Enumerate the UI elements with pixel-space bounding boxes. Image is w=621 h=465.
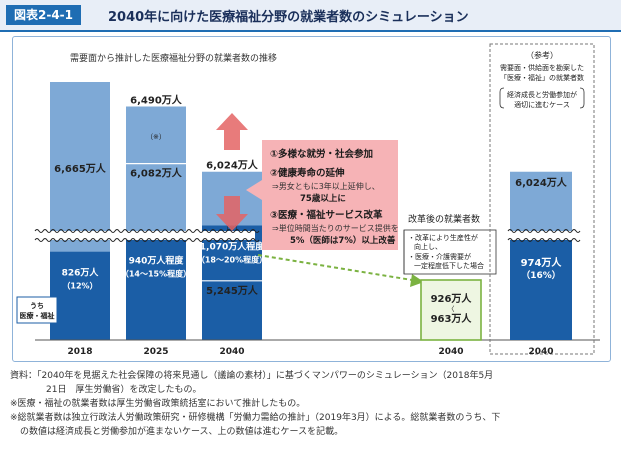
after-reform-note: ・医療・介護需要が	[408, 252, 471, 261]
bar-medical	[126, 239, 186, 340]
reference-bar-medical	[510, 235, 572, 340]
chart-subtitle: 需要面から推計した医療福祉分野の就業者数の推移	[70, 52, 277, 64]
note-line: 資料：「2040年を見据えた社会保障の将来見通し（議論の素材）」に基づくマンパワ…	[10, 371, 494, 381]
reference-share-label: （16%）	[521, 270, 561, 281]
bar-label-medical: 826万人	[62, 267, 100, 279]
reform-item: 5%（医師は7%）以上改善	[290, 235, 396, 246]
axis-break-band	[508, 231, 574, 240]
bar-total	[50, 82, 110, 231]
category-label: 2040	[219, 347, 244, 357]
arrow-down	[216, 196, 248, 231]
medical-box	[16, 296, 58, 324]
bar-label-total: 6,490万人	[130, 94, 183, 107]
range-marker: （※）	[146, 133, 166, 141]
category-label: 2018	[67, 347, 92, 357]
reform-item: ③医療・福祉サービス改革	[270, 209, 383, 221]
figure-label: 図表2-4-1	[6, 5, 82, 25]
reform-arrow-head	[410, 274, 424, 287]
axis-break-line	[507, 238, 581, 242]
bar-total	[126, 106, 186, 231]
category-label: 2040	[528, 347, 553, 357]
bar-label-share: （12%）	[62, 281, 97, 291]
bar-label-share: （14～15%程度）	[121, 268, 191, 278]
reference-case: 適切に進むケース	[514, 100, 570, 109]
after-reform-note-box	[403, 229, 497, 275]
note-line: ※総就業者数は独立行政法人労働政策研究・研修機構「労働力需給の推計」（2019年…	[10, 413, 501, 423]
arrow-up	[216, 113, 248, 150]
after-reform-note: ・改革により生産性が	[408, 233, 478, 242]
reform-box	[246, 140, 398, 250]
after-reform-note: 一定程度低下した場合	[414, 261, 484, 270]
bar-label-total: 6,024万人	[206, 159, 259, 172]
after-reform-note: 向上し、	[414, 242, 442, 251]
reform-item: ⇒単位時間当たりのサービス提供を	[272, 223, 399, 233]
note-line: の数値は経済成長と労働参加が進まないケース、上の数値は進むケースを記載。	[20, 427, 344, 437]
source-notes: 資料：「2040年を見据えた社会保障の将来見通し（議論の素材）」に基づくマンパワ…	[10, 369, 610, 439]
bar-medical	[50, 251, 110, 340]
note-line: ※医療・福祉の就業者数は厚生労働省政策統括室において推計したもの。	[10, 399, 306, 409]
category-label: 2040	[438, 347, 463, 357]
reference-desc: 需要面・供給面を勘案した	[500, 63, 584, 72]
reference-panel	[489, 43, 595, 355]
reference-case: 経済成長と労働参加が	[507, 90, 577, 99]
reference-total-label: 6,024万人	[515, 176, 568, 189]
bar-medical	[202, 225, 262, 340]
axis-break-line	[34, 238, 260, 242]
reform-item: ⇒男女ともに3年以上延伸し、	[272, 181, 380, 191]
bar-total-lower	[50, 240, 110, 252]
reference-bar-total	[510, 171, 572, 231]
medical-box-label: 医療・福祉	[20, 311, 55, 320]
reform-item: ②健康寿命の延伸	[270, 167, 345, 179]
reform-arrow-line	[257, 254, 413, 281]
bar-label-case: 5,245万人	[206, 284, 259, 297]
range-connector: 〈	[448, 305, 455, 313]
reference-desc: 「医療・福祉」の就業者数	[500, 73, 584, 82]
medical-box-label: うち	[30, 301, 44, 310]
note-line: 21日 厚生労働省）を改定したもの。	[46, 385, 202, 395]
reform-item: 75歳以上に	[300, 193, 346, 204]
bar-label-share: （18～20%程度）	[197, 255, 267, 265]
reference-medical-label: 974万人	[521, 256, 563, 269]
after-reform-title: 改革後の就業者数	[408, 213, 480, 225]
reference-brackets	[499, 87, 585, 109]
bar-label-medical: 1,070万人程度	[200, 241, 265, 253]
reference-title: （参考）	[526, 50, 558, 60]
axis-break-line	[507, 229, 581, 233]
page-title: 2040年に向けた医療福祉分野の就業者数のシミュレーション	[108, 10, 469, 25]
bar-label-total: 6,665万人	[54, 162, 107, 175]
after-reform-bottom: 963万人	[431, 312, 473, 325]
header-bar: 図表2-4-1 2040年に向けた医療福祉分野の就業者数のシミュレーション	[0, 0, 621, 32]
after-reform-top: 926万人	[431, 292, 473, 305]
bar-label-case: 6,082万人	[130, 167, 183, 180]
bar-label-medical: 940万人程度	[129, 254, 185, 266]
after-reform-bar	[420, 279, 482, 341]
category-label: 2025	[143, 347, 168, 357]
axis-break-band	[35, 231, 255, 240]
axis-break-line	[34, 229, 260, 233]
reform-item: ①多様な就労・社会参加	[270, 148, 373, 160]
